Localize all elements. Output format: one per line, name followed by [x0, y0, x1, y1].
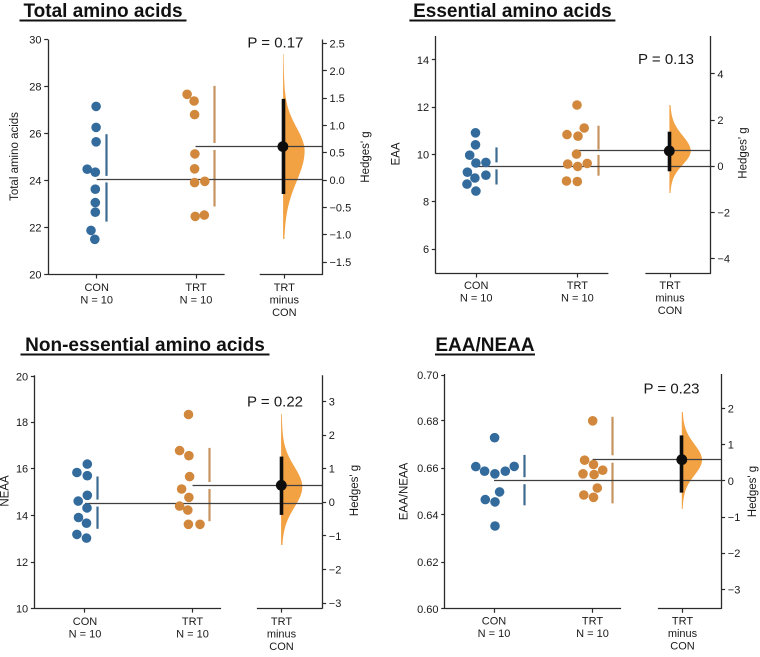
svg-text:−3: −3	[329, 598, 342, 610]
svg-text:0: 0	[717, 161, 723, 173]
svg-text:−4: −4	[717, 254, 730, 266]
svg-text:TRT: TRT	[274, 282, 295, 294]
svg-text:EAA/NEAA: EAA/NEAA	[435, 335, 535, 356]
svg-text:Hedges' g: Hedges' g	[737, 127, 749, 178]
svg-text:N = 10: N = 10	[80, 294, 113, 306]
svg-text:N = 10: N = 10	[576, 628, 609, 640]
svg-text:Hedges' g: Hedges' g	[747, 466, 759, 517]
svg-text:P = 0.22: P = 0.22	[247, 394, 303, 411]
svg-text:0.62: 0.62	[417, 557, 438, 569]
svg-text:CON: CON	[73, 616, 98, 628]
svg-text:N = 10: N = 10	[561, 292, 594, 304]
svg-text:CON: CON	[272, 307, 297, 319]
svg-text:28: 28	[29, 81, 41, 93]
svg-text:16: 16	[16, 464, 28, 476]
svg-text:P = 0.13: P = 0.13	[638, 51, 694, 68]
svg-text:CON: CON	[670, 640, 695, 652]
svg-text:Hedges' g: Hedges' g	[360, 131, 372, 182]
svg-text:Hedges' g: Hedges' g	[349, 465, 361, 516]
svg-text:CON: CON	[269, 641, 294, 652]
svg-text:minus: minus	[655, 292, 685, 304]
svg-text:EAA: EAA	[391, 142, 403, 165]
svg-text:8: 8	[423, 197, 429, 209]
svg-text:−3: −3	[728, 584, 741, 596]
svg-text:Total amino acids: Total amino acids	[9, 112, 21, 201]
svg-text:EAA/NEAA: EAA/NEAA	[398, 462, 410, 520]
svg-text:CON: CON	[658, 305, 683, 317]
svg-text:CON: CON	[482, 615, 507, 627]
svg-text:TRT: TRT	[659, 280, 680, 292]
svg-text:14: 14	[16, 510, 28, 522]
svg-text:−0.5: −0.5	[330, 202, 352, 214]
svg-text:12: 12	[417, 102, 429, 114]
svg-text:1.0: 1.0	[330, 120, 345, 132]
svg-text:18: 18	[16, 417, 28, 429]
svg-text:0.0: 0.0	[330, 175, 345, 187]
svg-text:TRT: TRT	[672, 615, 693, 627]
svg-text:CON: CON	[84, 282, 109, 294]
svg-text:TRT: TRT	[271, 616, 292, 628]
svg-text:N = 10: N = 10	[176, 628, 209, 640]
svg-text:0.64: 0.64	[417, 510, 438, 522]
svg-text:12: 12	[16, 557, 28, 569]
svg-text:minus: minus	[270, 294, 300, 306]
svg-text:6: 6	[423, 244, 429, 256]
svg-text:TRT: TRT	[567, 280, 588, 292]
svg-text:2.5: 2.5	[330, 39, 345, 51]
svg-text:2: 2	[329, 430, 335, 442]
svg-text:0: 0	[728, 476, 734, 488]
svg-text:−1: −1	[329, 531, 342, 543]
svg-text:0.60: 0.60	[417, 604, 438, 616]
svg-text:Essential amino acids: Essential amino acids	[413, 1, 612, 22]
svg-text:3: 3	[329, 396, 335, 408]
svg-text:14: 14	[417, 55, 429, 67]
svg-text:minus: minus	[668, 628, 698, 640]
svg-text:TRT: TRT	[182, 616, 203, 628]
svg-text:22: 22	[29, 223, 41, 235]
svg-text:P = 0.23: P = 0.23	[643, 381, 699, 398]
svg-text:TRT: TRT	[582, 615, 603, 627]
svg-text:4: 4	[717, 69, 723, 81]
svg-text:2: 2	[728, 403, 734, 415]
svg-text:0.68: 0.68	[417, 416, 438, 428]
svg-text:CON: CON	[464, 280, 489, 292]
svg-text:0.5: 0.5	[330, 148, 345, 160]
svg-text:24: 24	[29, 176, 41, 188]
svg-text:N = 10: N = 10	[478, 628, 511, 640]
svg-text:1: 1	[728, 440, 734, 452]
svg-text:0: 0	[329, 497, 335, 509]
svg-text:2: 2	[717, 115, 723, 127]
svg-text:1.5: 1.5	[330, 93, 345, 105]
svg-text:N = 10: N = 10	[460, 292, 493, 304]
svg-text:TRT: TRT	[185, 282, 206, 294]
svg-text:20: 20	[16, 371, 28, 383]
svg-text:−1: −1	[728, 512, 741, 524]
svg-text:10: 10	[16, 604, 28, 616]
svg-text:P = 0.17: P = 0.17	[247, 35, 303, 52]
svg-text:minus: minus	[267, 628, 297, 640]
svg-text:Non-essential amino acids: Non-essential amino acids	[25, 335, 265, 356]
svg-text:−1.0: −1.0	[330, 230, 352, 242]
svg-text:20: 20	[29, 270, 41, 282]
svg-text:−2: −2	[728, 548, 741, 560]
svg-text:0.70: 0.70	[417, 370, 438, 382]
svg-text:26: 26	[29, 129, 41, 141]
svg-text:1: 1	[329, 464, 335, 476]
svg-text:−2: −2	[717, 207, 730, 219]
svg-text:10: 10	[417, 149, 429, 161]
svg-text:0.66: 0.66	[417, 463, 438, 475]
svg-text:NEAA: NEAA	[0, 475, 12, 507]
svg-text:2.0: 2.0	[330, 66, 345, 78]
svg-text:30: 30	[29, 34, 41, 46]
svg-text:Total amino acids: Total amino acids	[23, 1, 182, 22]
svg-text:N = 10: N = 10	[180, 294, 213, 306]
svg-text:−2: −2	[329, 564, 342, 576]
svg-text:−1.5: −1.5	[330, 257, 352, 269]
svg-text:N = 10: N = 10	[69, 628, 102, 640]
